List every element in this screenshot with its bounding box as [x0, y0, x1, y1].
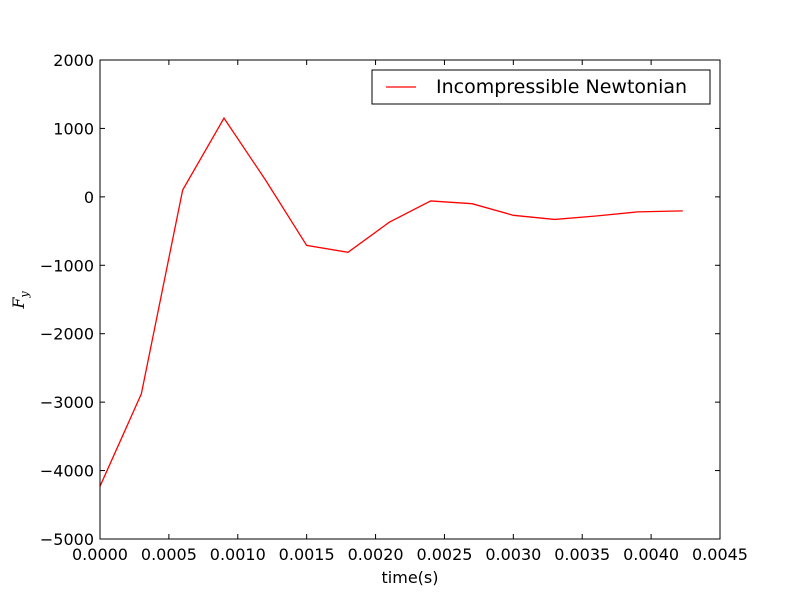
y-axis: −5000 −4000 −3000 −2000 −1000 0 1000 2000: [40, 51, 720, 549]
plot-frame: [99, 59, 721, 540]
series-line-0: [99, 116, 683, 487]
x-axis: 0.0000 0.0005 0.0010 0.0015 0.0020 0.0025 0.00…: [72, 60, 748, 564]
y-axis-label-group: Fy: [9, 291, 31, 310]
y-tick-label: −2000: [40, 325, 94, 344]
x-tick-label: 0.0005: [141, 545, 197, 564]
y-tick-label: 2000: [53, 51, 94, 70]
x-tick-label: 0.0020: [348, 545, 404, 564]
x-tick-label: 0.0035: [554, 545, 610, 564]
y-tick-label: −4000: [40, 462, 94, 481]
x-tick-label: 0.0040: [623, 545, 679, 564]
x-tick-label: 0.0025: [416, 545, 472, 564]
legend: Incompressible Newtonian: [371, 69, 711, 105]
x-tick-label: 0.0015: [279, 545, 335, 564]
y-tick-label: −3000: [40, 393, 94, 412]
legend-box: [371, 69, 711, 105]
x-tick-label: 0.0000: [72, 545, 128, 564]
legend-label: Incompressible Newtonian: [436, 76, 687, 98]
x-tick-label: 0.0045: [692, 545, 748, 564]
x-axis-label: time(s): [382, 568, 439, 587]
y-tick-label: 0: [84, 188, 94, 207]
y-tick-label: −1000: [40, 256, 94, 275]
y-tick-label: −5000: [40, 530, 94, 549]
y-axis-label-subscript: y: [18, 291, 31, 299]
x-tick-label: 0.0030: [485, 545, 541, 564]
series-layer: [99, 116, 683, 487]
y-axis-label: Fy: [9, 291, 31, 310]
y-axis-label-main: F: [9, 297, 28, 310]
plot-area: [100, 60, 720, 539]
y-tick-label: 1000: [53, 119, 94, 138]
x-tick-label: 0.0010: [210, 545, 266, 564]
